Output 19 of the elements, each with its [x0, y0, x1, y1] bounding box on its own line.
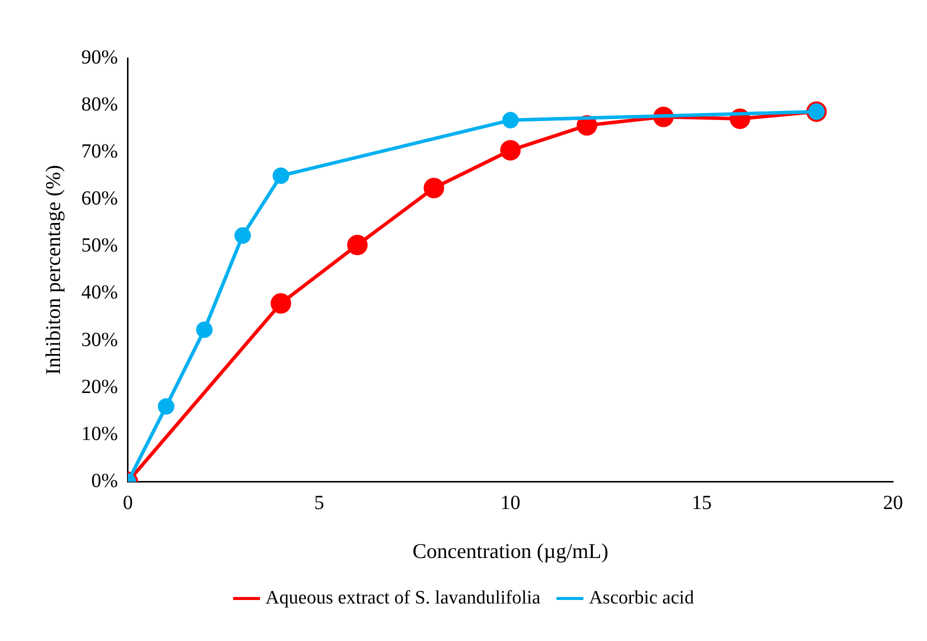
y-axis-title: Inhibiton percentage (%): [41, 164, 66, 375]
legend-label: Ascorbic acid: [588, 587, 694, 608]
x-tick-label: 15: [692, 492, 712, 514]
x-tick-label: 20: [883, 492, 903, 514]
y-tick-label: 90%: [81, 46, 118, 68]
y-tick-label: 70%: [81, 140, 118, 162]
y-tick-label: 10%: [81, 422, 118, 445]
y-tick-label: 50%: [81, 234, 118, 257]
x-tick-label: 10: [500, 492, 520, 514]
x-axis-title: Concentration (µg/mL): [412, 538, 608, 563]
y-tick-label: 80%: [81, 93, 118, 116]
y-tick-label: 20%: [81, 376, 118, 398]
y-tick-label: 40%: [81, 282, 118, 304]
y-tick-label: 60%: [81, 188, 118, 210]
legend-label: Aqueous extract of S. lavandulifolia: [266, 587, 542, 608]
x-tick-label: 0: [122, 492, 133, 514]
y-tick-label: 0%: [91, 470, 118, 492]
x-tick-label: 5: [314, 492, 324, 514]
y-tick-label: 30%: [81, 328, 118, 351]
